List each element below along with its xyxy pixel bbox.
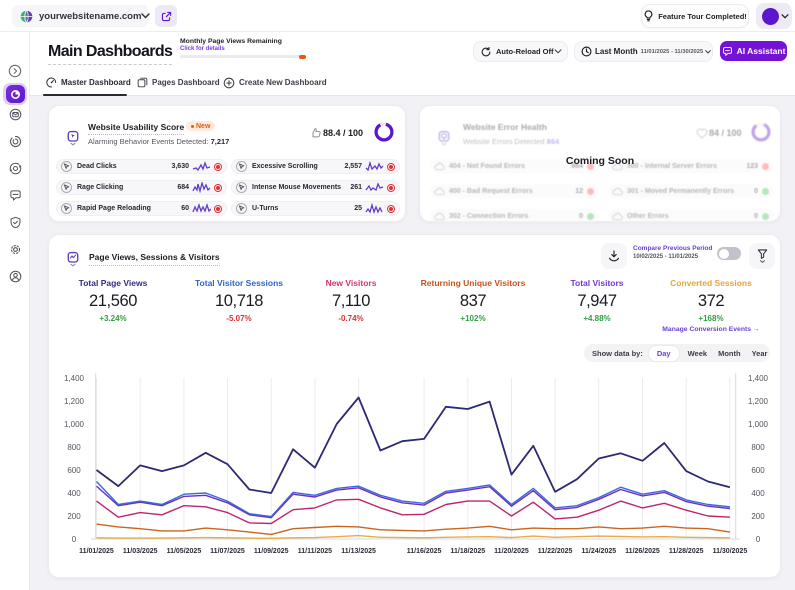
svg-text:1,200: 1,200 <box>64 397 85 406</box>
svg-text:800: 800 <box>67 443 81 452</box>
svg-text:11/01/2025: 11/01/2025 <box>79 548 114 555</box>
svg-text:11/28/2025: 11/28/2025 <box>669 548 704 555</box>
svg-text:1,200: 1,200 <box>748 397 769 406</box>
svg-text:11/11/2025: 11/11/2025 <box>298 548 332 555</box>
svg-text:11/13/2025: 11/13/2025 <box>341 548 376 555</box>
svg-text:11/16/2025: 11/16/2025 <box>407 548 442 555</box>
svg-text:11/09/2025: 11/09/2025 <box>254 548 289 555</box>
svg-text:0: 0 <box>72 535 77 544</box>
svg-text:11/07/2025: 11/07/2025 <box>210 548 245 555</box>
svg-text:11/22/2025: 11/22/2025 <box>538 548 573 555</box>
svg-text:200: 200 <box>67 512 81 521</box>
svg-text:400: 400 <box>751 489 765 498</box>
svg-text:11/20/2025: 11/20/2025 <box>494 548 529 555</box>
svg-text:11/03/2025: 11/03/2025 <box>123 548 158 555</box>
svg-text:1,400: 1,400 <box>748 374 769 383</box>
svg-text:11/30/2025: 11/30/2025 <box>713 548 748 555</box>
svg-text:11/26/2025: 11/26/2025 <box>625 548 660 555</box>
svg-text:11/05/2025: 11/05/2025 <box>167 548 202 555</box>
svg-text:1,400: 1,400 <box>64 374 85 383</box>
svg-text:0: 0 <box>756 535 761 544</box>
svg-text:600: 600 <box>67 466 81 475</box>
svg-text:11/24/2025: 11/24/2025 <box>581 548 616 555</box>
svg-text:400: 400 <box>67 489 81 498</box>
svg-text:1,000: 1,000 <box>64 420 85 429</box>
svg-text:800: 800 <box>751 443 765 452</box>
svg-text:11/18/2025: 11/18/2025 <box>450 548 485 555</box>
svg-text:200: 200 <box>751 512 765 521</box>
svg-text:600: 600 <box>751 466 765 475</box>
svg-text:1,000: 1,000 <box>748 420 769 429</box>
